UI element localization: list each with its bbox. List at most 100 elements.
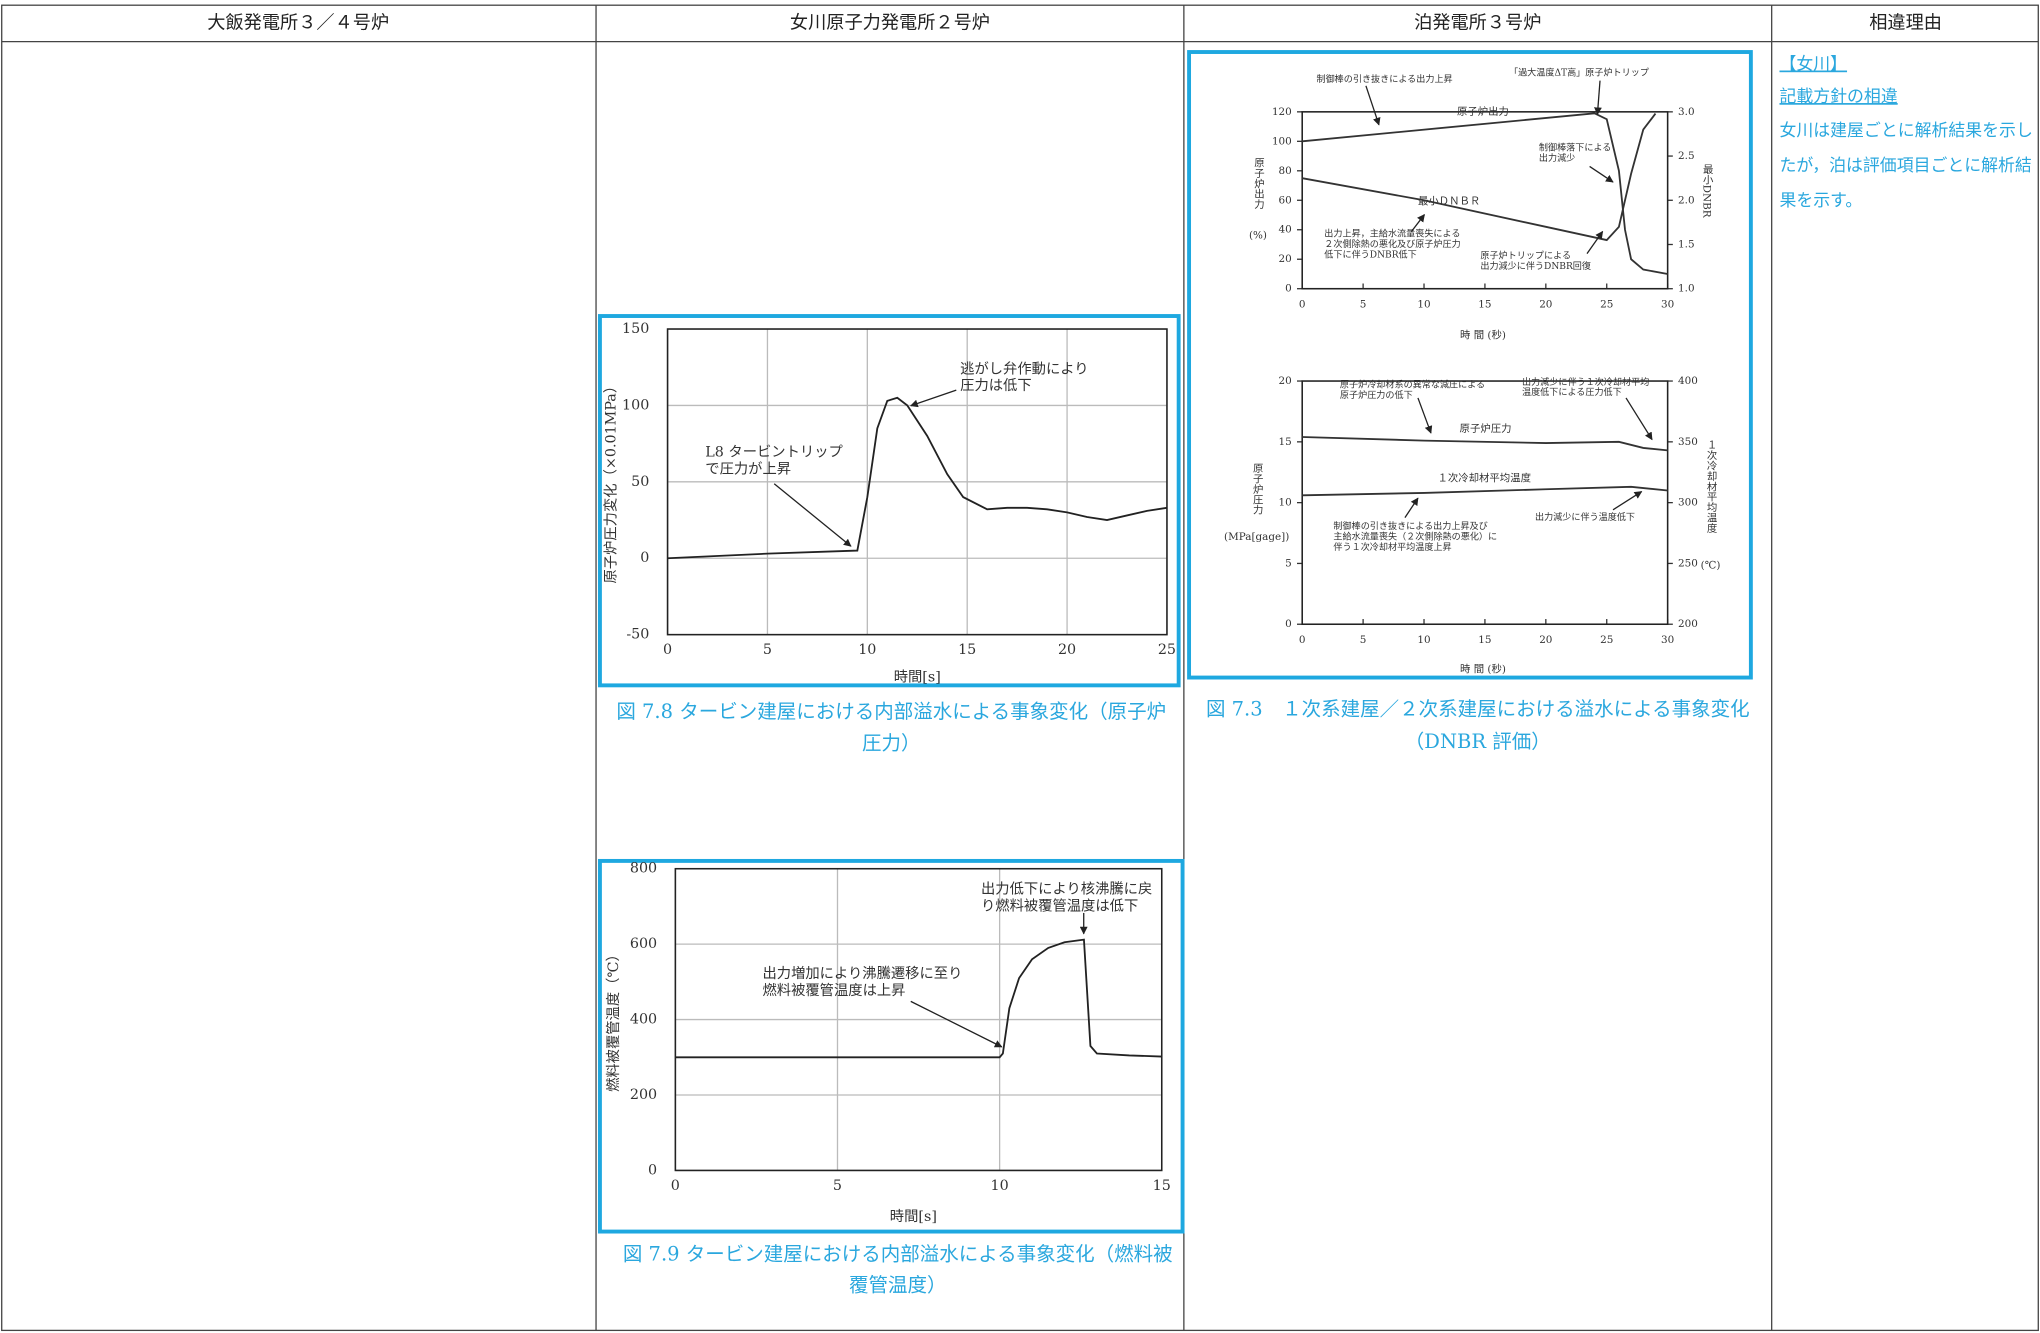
y2-tick-label: 1.5 xyxy=(1678,238,1695,250)
x-tick-label: 10 xyxy=(1417,298,1430,310)
annotation-arrow xyxy=(1365,85,1381,126)
y-tick-label: 0 xyxy=(640,550,649,566)
x-tick-label: 25 xyxy=(1600,298,1613,310)
y-tick-label: -50 xyxy=(626,627,649,643)
plot-frame xyxy=(674,867,1163,1172)
figure-caption: （DNBR 評価） xyxy=(1405,730,1551,753)
reason-tag: 【女川】 xyxy=(1779,54,1847,74)
y-tick-label: 20 xyxy=(1279,253,1292,265)
column-header: 相違理由 xyxy=(1869,12,1942,33)
annotation: ２次側除熱の悪化及び原子炉圧力 xyxy=(1324,238,1460,250)
x-axis-label: 時 間 (秒) xyxy=(1460,329,1506,342)
annotation: 圧力は低下 xyxy=(960,377,1031,394)
x-tick-label: 15 xyxy=(1478,634,1491,646)
y-tick-label: 0 xyxy=(648,1162,657,1178)
y-axis-unit: (MPa[gage]) xyxy=(1224,531,1289,543)
x-tick-label: 20 xyxy=(1539,298,1552,310)
annotation: 制御棒の引き抜きによる出力上昇及び xyxy=(1333,520,1487,532)
x-tick-label: 5 xyxy=(1360,634,1367,646)
x-tick-label: 30 xyxy=(1661,634,1674,646)
figure-caption: 圧力） xyxy=(862,731,921,754)
annotation: 制御棒の引き抜きによる出力上昇 xyxy=(1317,73,1453,85)
annotation: 出力減少 xyxy=(1539,152,1575,164)
plot-frame xyxy=(1301,380,1669,626)
x-tick-label: 25 xyxy=(1600,634,1613,646)
y-tick-label: 200 xyxy=(630,1087,657,1103)
x-tick-label: 10 xyxy=(1417,634,1430,646)
x-tick-label: 20 xyxy=(1539,634,1552,646)
x-tick-label: 30 xyxy=(1661,298,1674,310)
x-tick-label: 0 xyxy=(663,642,672,658)
y2-tick-label: 200 xyxy=(1678,618,1698,630)
annotation: 原子炉冷却材系の異常な減圧による xyxy=(1340,378,1485,390)
annotation: 出力低下により核沸騰に戻 xyxy=(981,880,1152,898)
y-tick-label: 150 xyxy=(622,321,649,337)
column-header: 女川原子力発電所２号炉 xyxy=(790,12,990,33)
annotation: 主給水流量喪失（２次側除熱の悪化）に xyxy=(1333,531,1497,543)
annotation: 原子炉圧力の低下 xyxy=(1340,389,1413,401)
annotation-arrow xyxy=(1410,213,1425,232)
y-tick-label: 400 xyxy=(630,1012,657,1028)
series-line xyxy=(1302,113,1657,242)
reason-line: 果を示す。 xyxy=(1779,190,1862,210)
y-tick-label: 20 xyxy=(1279,375,1292,387)
x-tick-label: 0 xyxy=(1299,634,1306,646)
annotation-arrow xyxy=(1625,397,1653,441)
annotation-arrow xyxy=(1594,80,1602,116)
annotation: 出力減少に伴う１次冷却材平均 xyxy=(1522,376,1649,388)
annotation-arrow xyxy=(1586,230,1604,254)
table-grid xyxy=(1,4,2039,1332)
reason-line: 女川は建屋ごとに解析結果を示し xyxy=(1779,120,2032,140)
y-tick-label: 100 xyxy=(622,397,649,413)
figure-caption: 図 7.8 タービン建屋における内部溢水による事象変化（原子炉 xyxy=(616,700,1166,723)
annotation: 伴う１次冷却材平均温度上昇 xyxy=(1333,541,1451,553)
y-tick-label: 0 xyxy=(1285,618,1292,630)
y-axis-label: 原子炉出力 xyxy=(1252,157,1264,210)
annotation-arrow xyxy=(1404,497,1419,518)
annotation: 燃料被覆管温度は上昇 xyxy=(763,981,906,999)
series-line xyxy=(1302,485,1668,497)
figure-caption: 図 7.3 １次系建屋／２次系建屋における溢水による事象変化 xyxy=(1206,698,1750,721)
series-line xyxy=(1302,436,1668,452)
annotation: 低下に伴うDNBR低下 xyxy=(1324,248,1416,260)
y2-tick-label: 400 xyxy=(1678,375,1698,387)
series-label: 原子炉出力 xyxy=(1457,105,1509,118)
figure-caption: 覆管温度） xyxy=(849,1274,947,1297)
annotation: L8 タービントリップ xyxy=(705,444,843,461)
y-axis-unit: (%) xyxy=(1249,229,1267,241)
figure-frames xyxy=(597,50,1753,1234)
y2-axis-unit: (℃) xyxy=(1701,560,1721,572)
y2-axis-label: １次冷却材平均温度 xyxy=(1705,440,1717,534)
series-label: 最小ＤＮＢＲ xyxy=(1418,196,1480,208)
annotation: 逃がし弁作動により xyxy=(960,360,1088,377)
y2-tick-label: 250 xyxy=(1678,557,1698,569)
annotation-arrow xyxy=(1417,397,1433,434)
y2-axis-label: 最小DNBR xyxy=(1701,164,1713,219)
x-tick-label: 20 xyxy=(1058,642,1076,658)
annotation-arrow xyxy=(1589,165,1614,183)
x-tick-label: 5 xyxy=(833,1178,842,1194)
plot-frame xyxy=(1301,111,1669,290)
plot-frame xyxy=(666,328,1168,636)
y2-tick-label: 2.0 xyxy=(1678,194,1695,206)
x-axis-label: 時間[s] xyxy=(894,669,941,686)
annotation: 出力上昇，主給水流量喪失による xyxy=(1324,228,1460,240)
x-tick-label: 5 xyxy=(763,642,772,658)
x-tick-label: 0 xyxy=(1299,298,1306,310)
y2-tick-label: 1.0 xyxy=(1678,283,1695,295)
column-header: 泊発電所３号炉 xyxy=(1414,12,1541,33)
annotation: 「過大温度ΔT高」原子炉トリップ xyxy=(1509,66,1649,78)
y-tick-label: 0 xyxy=(1285,283,1292,295)
reason-heading: 記載方針の相違 xyxy=(1779,86,1897,106)
y-axis-label: 原子炉圧力変化（×0.01MPa） xyxy=(603,379,620,584)
x-axis-label: 時間[s] xyxy=(890,1208,937,1225)
y-tick-label: 15 xyxy=(1279,436,1292,448)
y-tick-label: 60 xyxy=(1279,194,1292,206)
y-axis-label: 燃料被覆管温度（℃） xyxy=(604,947,622,1092)
x-tick-label: 0 xyxy=(671,1178,680,1194)
y-tick-label: 80 xyxy=(1279,165,1292,177)
y2-tick-label: 2.5 xyxy=(1678,150,1695,162)
series-label: 原子炉圧力 xyxy=(1460,422,1512,435)
x-tick-label: 25 xyxy=(1158,642,1176,658)
y-tick-label: 5 xyxy=(1285,557,1292,569)
